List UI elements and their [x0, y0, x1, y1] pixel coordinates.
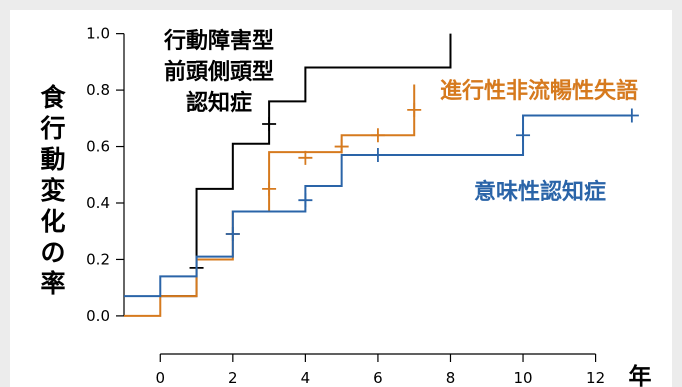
censor-mark — [370, 148, 385, 163]
y-tick-label: 0.4 — [86, 194, 110, 212]
y-tick-label: 0.2 — [86, 250, 110, 268]
y-axis-label-char: 動 — [40, 145, 65, 174]
y-tick-label: 0.0 — [86, 307, 110, 325]
censor-mark — [225, 227, 240, 242]
series-line-0 — [160, 33, 452, 298]
y-tick-label: 0.6 — [86, 138, 110, 156]
x-tick-label: 12 — [586, 369, 605, 387]
y-axis-label-char: 食 — [40, 83, 66, 112]
y-tick-label: 1.0 — [86, 25, 110, 43]
series-label-0: 前頭側頭型 — [164, 59, 274, 85]
censor-mark — [334, 139, 349, 154]
y-axis-label-char: 変 — [40, 176, 65, 205]
x-axis-label: 年 — [629, 363, 652, 387]
x-tick-label: 8 — [446, 369, 456, 387]
y-axis-label-char: 率 — [40, 269, 65, 298]
y-axis-label-char: 化 — [40, 207, 65, 236]
censor-mark — [516, 128, 531, 143]
x-tick-label: 10 — [513, 369, 532, 387]
series-layer — [124, 33, 639, 317]
chart-frame: 0.0 0.2 0.4 0.6 0.8 1.0 0 2 4 6 8 10 12 年 食行動変化の率 行動障害… — [10, 10, 672, 387]
censor-mark — [262, 181, 277, 196]
x-tick-label: 6 — [373, 369, 383, 387]
x-tick-label: 2 — [228, 369, 238, 387]
y-tick-label: 0.8 — [86, 81, 110, 99]
series-label-1: 進行性非流暢性失語 — [440, 78, 638, 104]
censor-mark — [370, 128, 385, 143]
censor-mark — [298, 150, 313, 165]
censor-mark — [624, 108, 639, 123]
series-label-2: 意味性認知症 — [474, 179, 606, 205]
censor-mark — [262, 116, 277, 131]
series-label-0: 認知症 — [186, 90, 252, 116]
x-tick-label: 0 — [156, 369, 166, 387]
series-line-2 — [124, 114, 632, 298]
censor-mark — [298, 193, 313, 208]
y-axis-label-char: の — [40, 238, 65, 267]
censor-mark — [407, 102, 422, 117]
series-label-0: 行動障害型 — [163, 28, 274, 54]
x-tick-label: 4 — [301, 369, 311, 387]
y-axis-label-char: 行 — [39, 114, 65, 143]
